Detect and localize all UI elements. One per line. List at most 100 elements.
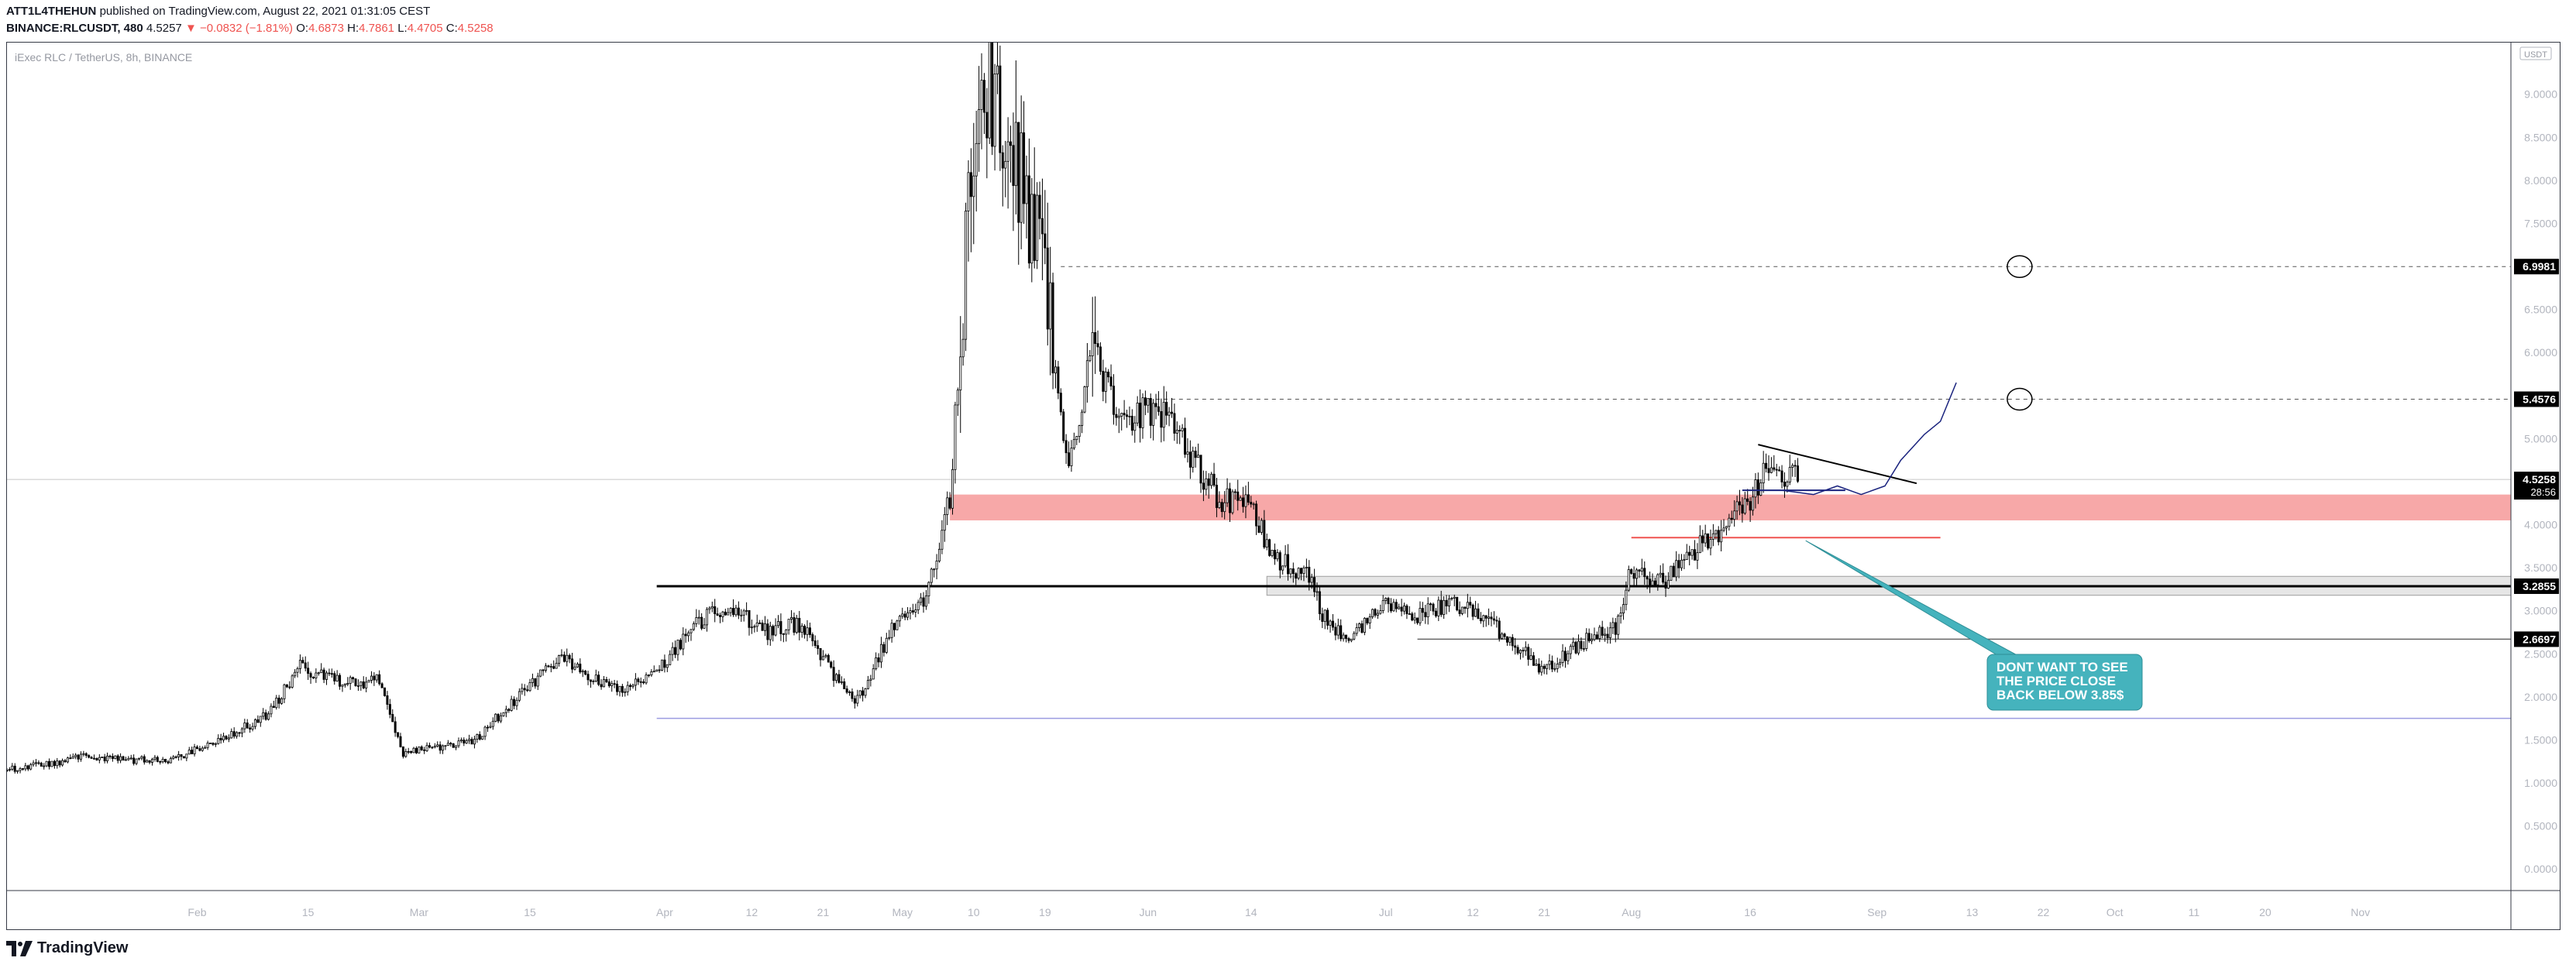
chart-title: iExec RLC / TetherUS, 8h, BINANCE <box>15 51 192 64</box>
candle <box>425 745 428 751</box>
candle <box>1709 539 1712 549</box>
candle <box>262 712 265 717</box>
x-tick-label: Nov <box>2351 906 2370 918</box>
candle <box>1405 605 1408 615</box>
candle <box>1046 247 1049 330</box>
candle <box>1408 613 1411 615</box>
candle <box>584 671 587 675</box>
candle <box>1062 411 1065 441</box>
high-label: H: <box>347 22 359 35</box>
target-circle <box>2007 387 2033 411</box>
candle <box>412 747 415 753</box>
candle <box>1004 160 1007 169</box>
candle <box>1577 640 1580 654</box>
publish-info: ATT1L4THEHUN published on TradingView.co… <box>6 5 430 18</box>
candle <box>576 664 579 668</box>
candle <box>1490 616 1493 620</box>
candle <box>1508 637 1512 643</box>
candle <box>819 647 822 661</box>
candle <box>1685 551 1688 560</box>
candle <box>476 734 479 740</box>
y-tick-label: 9.0000 <box>2524 88 2557 101</box>
symbol-label[interactable]: BINANCE:RLCUSDT, 480 <box>6 22 143 35</box>
candle <box>1040 218 1044 235</box>
candle <box>122 756 125 761</box>
candle <box>1471 604 1474 617</box>
candle <box>1403 605 1406 612</box>
candle <box>1769 467 1773 473</box>
candle <box>1698 535 1701 554</box>
candle <box>1044 233 1047 249</box>
candle <box>1524 647 1527 651</box>
candle <box>528 682 531 692</box>
candle <box>1075 436 1078 441</box>
candle <box>978 109 981 144</box>
candle <box>98 757 101 760</box>
candle <box>1033 194 1036 261</box>
candle <box>1057 366 1060 393</box>
candle <box>1728 517 1731 527</box>
candle <box>311 676 315 679</box>
candle <box>82 753 85 755</box>
candle <box>665 664 669 668</box>
candle <box>1416 617 1419 623</box>
candle <box>296 668 299 673</box>
candle <box>866 680 869 689</box>
candle <box>1749 501 1752 511</box>
candle <box>531 678 534 683</box>
candle <box>249 727 252 729</box>
candle <box>581 671 584 673</box>
candle <box>626 685 629 692</box>
candle <box>442 745 445 751</box>
candle <box>214 743 217 745</box>
candle <box>1368 616 1371 623</box>
candle <box>959 356 962 391</box>
callout-text: THE PRICE CLOSE <box>1996 674 2116 688</box>
candle <box>298 660 301 669</box>
candle <box>1743 498 1746 514</box>
candle <box>1664 582 1667 589</box>
tradingview-footer[interactable]: TradingView <box>6 939 128 957</box>
candle <box>343 683 346 686</box>
candle <box>11 765 14 770</box>
candle <box>386 695 389 705</box>
x-tick-label: 12 <box>1467 906 1479 918</box>
candle <box>674 647 677 655</box>
chart-area[interactable]: DONT WANT TO SEE THE PRICE CLOSE BACK BELO… <box>6 42 2561 930</box>
candle <box>1725 526 1728 529</box>
y-tick-label: 2.5000 <box>2524 647 2557 660</box>
candle <box>1537 664 1540 673</box>
candle <box>219 738 222 740</box>
y-tick-label: 2.0000 <box>2524 691 2557 703</box>
candle <box>243 723 246 729</box>
candle <box>753 626 756 628</box>
candle <box>1389 603 1392 612</box>
candle <box>1752 496 1755 511</box>
candle <box>547 665 550 668</box>
author-name[interactable]: ATT1L4THEHUN <box>6 5 97 18</box>
candle <box>1197 455 1200 458</box>
candle <box>1535 664 1538 666</box>
candle <box>1419 608 1422 623</box>
candle <box>965 211 968 340</box>
levels-layer <box>7 266 2511 719</box>
candle <box>1059 393 1062 413</box>
candle <box>536 675 539 687</box>
x-tick-label: 19 <box>1039 906 1051 918</box>
candle <box>1649 578 1652 586</box>
countdown-label: 28:56 <box>2530 486 2556 498</box>
candle <box>111 756 114 760</box>
candle <box>256 719 260 723</box>
candle <box>1379 610 1382 614</box>
candle <box>1666 579 1670 589</box>
candle <box>354 678 357 686</box>
candle <box>1741 504 1744 514</box>
candle <box>1477 608 1480 619</box>
candle <box>982 80 985 113</box>
candle <box>1548 661 1551 665</box>
candle <box>901 613 904 617</box>
candle <box>1160 410 1163 428</box>
candle <box>1089 355 1092 362</box>
candle <box>1078 425 1081 437</box>
